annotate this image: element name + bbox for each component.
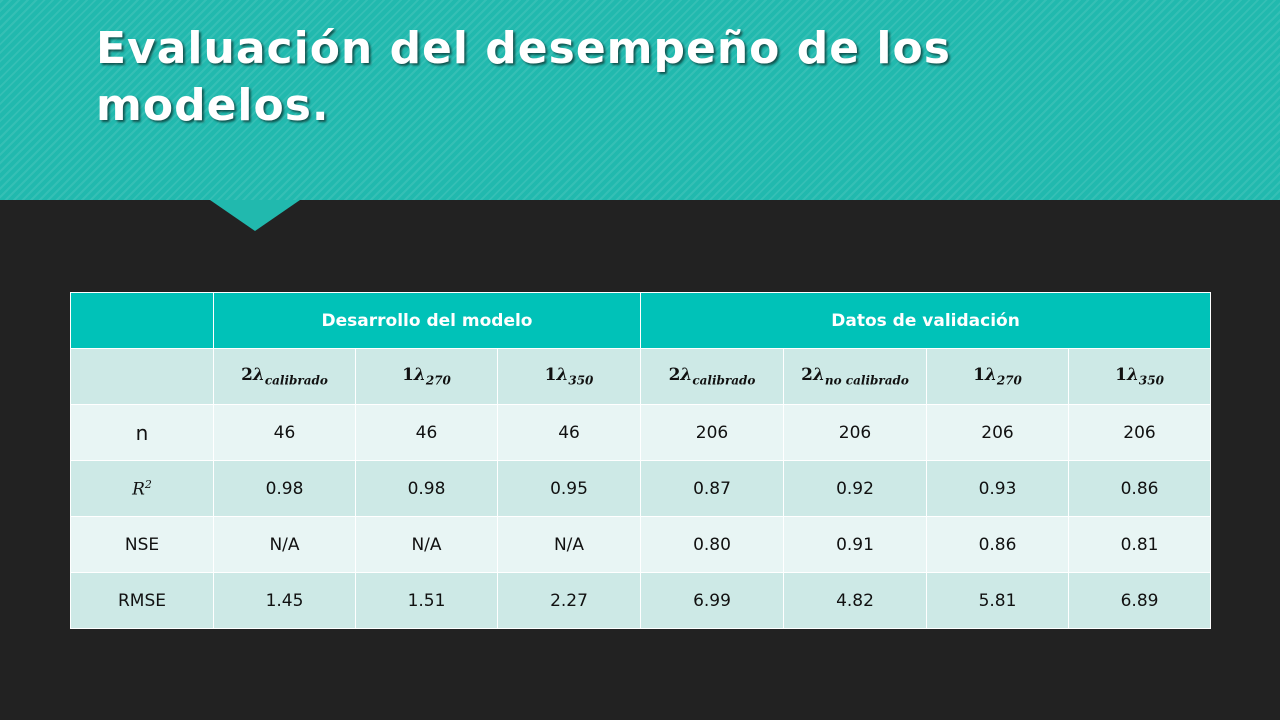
table-cell: 0.98 bbox=[213, 460, 356, 517]
column-header: 1λ270 bbox=[926, 348, 1070, 405]
table-cell: 206 bbox=[1068, 404, 1212, 461]
table-row-n: n 46 46 46 206 206 206 206 bbox=[70, 404, 1212, 461]
table-cell: N/A bbox=[213, 516, 356, 573]
column-header: 1λ350 bbox=[496, 348, 642, 405]
row-label: R2 bbox=[70, 460, 214, 517]
group-header-development: Desarrollo del modelo bbox=[212, 292, 642, 349]
table-cell: 206 bbox=[783, 404, 928, 461]
column-header: 2λno calibrado bbox=[783, 348, 928, 405]
table-cell: 1.51 bbox=[355, 572, 498, 629]
table-cell: 4.82 bbox=[783, 572, 928, 629]
table-cell: 0.98 bbox=[355, 460, 498, 517]
header-blank-cell bbox=[70, 292, 214, 349]
table-cell: 0.86 bbox=[926, 516, 1070, 573]
row-label: NSE bbox=[70, 516, 214, 573]
table-cell: 0.81 bbox=[1068, 516, 1212, 573]
table-cell: N/A bbox=[355, 516, 498, 573]
column-header: 1λ270 bbox=[355, 348, 498, 405]
table-cell: 46 bbox=[355, 404, 498, 461]
table-cell: 46 bbox=[496, 404, 642, 461]
table-cell: 0.86 bbox=[1068, 460, 1212, 517]
table-cell: 6.99 bbox=[640, 572, 785, 629]
row-label: n bbox=[70, 404, 214, 461]
table-cell: N/A bbox=[496, 516, 642, 573]
column-header: 2λcalibrado bbox=[640, 348, 785, 405]
table-cell: 2.27 bbox=[496, 572, 642, 629]
slide-title: Evaluación del desempeño de los modelos. bbox=[96, 23, 951, 131]
group-header-validation: Datos de validación bbox=[640, 292, 1212, 349]
title-pointer bbox=[210, 200, 300, 231]
group-header-row: Desarrollo del modelo Datos de validació… bbox=[70, 292, 1212, 349]
table-row-rmse: RMSE 1.45 1.51 2.27 6.99 4.82 5.81 6.89 bbox=[70, 572, 1212, 629]
results-table: Desarrollo del modelo Datos de validació… bbox=[70, 292, 1212, 629]
row-label: RMSE bbox=[70, 572, 214, 629]
table-cell: 46 bbox=[213, 404, 356, 461]
title-band: Evaluación del desempeño de los modelos. bbox=[0, 0, 1280, 200]
column-header-row: 2λcalibrado 1λ270 1λ350 2λcalibrado 2λno… bbox=[70, 348, 1212, 405]
subheader-blank-cell bbox=[70, 348, 214, 405]
table-cell: 0.95 bbox=[496, 460, 642, 517]
table-cell: 206 bbox=[640, 404, 785, 461]
column-header: 1λ350 bbox=[1068, 348, 1212, 405]
table-cell: 1.45 bbox=[213, 572, 356, 629]
table-row-r2: R2 0.98 0.98 0.95 0.87 0.92 0.93 0.86 bbox=[70, 460, 1212, 517]
table-cell: 0.93 bbox=[926, 460, 1070, 517]
table-cell: 6.89 bbox=[1068, 572, 1212, 629]
table-cell: 5.81 bbox=[926, 572, 1070, 629]
table-cell: 0.87 bbox=[640, 460, 785, 517]
table-cell: 206 bbox=[926, 404, 1070, 461]
table-row-nse: NSE N/A N/A N/A 0.80 0.91 0.86 0.81 bbox=[70, 516, 1212, 573]
column-header: 2λcalibrado bbox=[213, 348, 356, 405]
table-cell: 0.91 bbox=[783, 516, 928, 573]
table-cell: 0.80 bbox=[640, 516, 785, 573]
table-cell: 0.92 bbox=[783, 460, 928, 517]
